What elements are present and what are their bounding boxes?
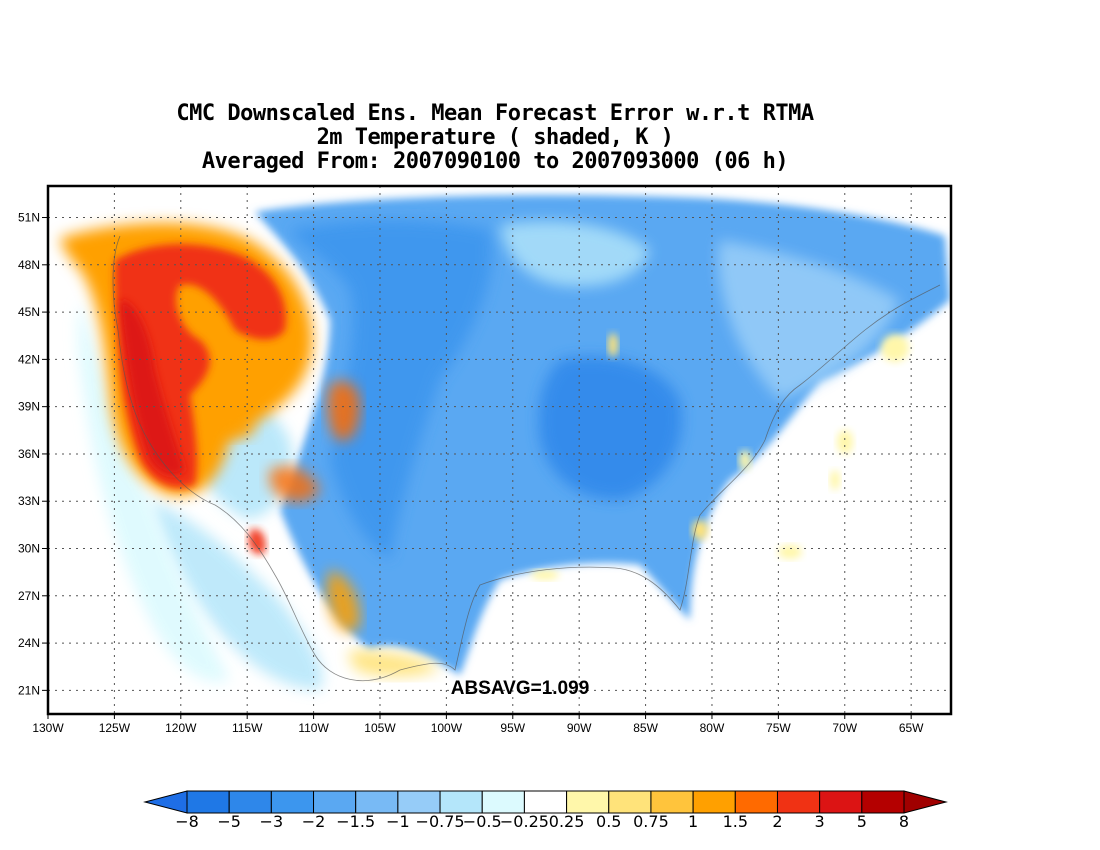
- field-lightblue-southwest: [150, 500, 323, 690]
- colorbar-box: [439, 790, 483, 814]
- colorbar-level-label: −3: [260, 812, 284, 831]
- colorbar-level-label: 1.5: [723, 812, 748, 831]
- colorbar-level-label: −0.25: [500, 812, 549, 831]
- lon-tick-label: 105W: [364, 721, 396, 735]
- lon-tick-label: 125W: [99, 721, 131, 735]
- field-orange-rockies: [327, 381, 360, 441]
- title-line-2: 2m Temperature ( shaded, K ): [316, 125, 674, 150]
- colorbar-box: [186, 790, 230, 814]
- colorbar-box: [355, 790, 399, 814]
- field-yellow-atlantic-1: [837, 430, 853, 454]
- colorbar-level-label: 0.75: [633, 812, 669, 831]
- plot-frame: [46, 184, 953, 716]
- lat-tick-label: 45N: [18, 305, 40, 319]
- colorbar-box: [861, 790, 905, 814]
- lon-tick-label: 90W: [567, 721, 592, 735]
- colorbar-level-label: 0.5: [596, 812, 621, 831]
- map-title: CMC Downscaled Ens. Mean Forecast Error …: [0, 102, 990, 174]
- field-lightblue-east: [718, 240, 900, 400]
- colorbar-box: [397, 790, 441, 814]
- lon-tick-label: 120W: [165, 721, 197, 735]
- lat-tick-label: 36N: [18, 447, 40, 461]
- field-yellow-lake-michigan: [608, 333, 618, 357]
- colorbar-level-label: −0.5: [463, 812, 502, 831]
- lat-tick-label: 39N: [18, 400, 40, 414]
- title-line-1: CMC Downscaled Ens. Mean Forecast Error …: [176, 101, 814, 126]
- field-lightblue-north: [500, 221, 650, 287]
- field-darkred-california: [120, 300, 185, 476]
- field-orange-mexico: [326, 570, 361, 633]
- lat-tick-label: 27N: [18, 589, 40, 603]
- lon-tick-label: 130W: [32, 721, 64, 735]
- lon-tick-label: 115W: [232, 721, 263, 735]
- colorbar-level-label: −1: [386, 812, 410, 831]
- lon-tick-label: 80W: [700, 721, 725, 735]
- lat-tick-label: 51N: [18, 211, 40, 225]
- lon-tick-label: 110W: [298, 721, 329, 735]
- lat-tick-label: 33N: [18, 494, 40, 508]
- colorbar-level-label: 2: [772, 812, 782, 831]
- title-line-3: Averaged From: 2007090100 to 2007093000 …: [201, 149, 789, 174]
- colorbar-level-label: 3: [815, 812, 825, 831]
- lon-tick-label: 85W: [633, 721, 658, 735]
- colorbar-level-label: −2: [302, 812, 326, 831]
- colorbar-box: [270, 790, 315, 814]
- field-yellow-florida: [692, 520, 708, 540]
- colorbar-level-label: 8: [899, 812, 909, 831]
- colorbar-level-label: 5: [857, 812, 867, 831]
- shaded-temperature-error-field: [60, 195, 950, 690]
- lon-tick-label: 75W: [766, 721, 791, 735]
- colorbar-box: [650, 790, 694, 814]
- colorbar: −8 −5 −3 −2 −1.5 −1 −0.75−0.5−0.25 0.25 0.5 0.75 1…: [143, 790, 948, 831]
- colorbar-level-label: 1: [688, 812, 698, 831]
- colorbar-box: [228, 790, 272, 814]
- colorbar-extend-low: [143, 790, 188, 814]
- lat-tick-label: 30N: [18, 542, 40, 556]
- colorbar-level-label: 0.25: [549, 812, 585, 831]
- lon-tick-label: 70W: [832, 721, 857, 735]
- field-orange-central-west: [210, 406, 255, 439]
- colorbar-box: [566, 790, 610, 814]
- lon-tick-label: 100W: [431, 721, 463, 735]
- field-yellow-maine: [881, 334, 909, 362]
- colorbar-level-label: −5: [217, 812, 241, 831]
- colorbar-box: [608, 790, 652, 814]
- colorbar-level-label: −8: [175, 812, 199, 831]
- lat-tick-label: 42N: [18, 352, 40, 366]
- colorbar-box: [481, 790, 525, 814]
- lat-tick-label: 24N: [18, 636, 40, 650]
- colorbar-extend-high: [903, 790, 948, 814]
- field-lightblue-pacific: [77, 300, 230, 682]
- field-yellow-atlantic-2: [830, 470, 840, 490]
- colorbar-level-label: −0.75: [416, 812, 465, 831]
- lon-tick-label: 95W: [500, 721, 525, 735]
- lat-tick-label: 21N: [18, 683, 40, 697]
- colorbar-box: [313, 790, 357, 814]
- field-yellow-gulf: [531, 570, 559, 580]
- absavg-annotation: ABSAVG=1.099: [451, 678, 590, 699]
- field-yellow-mexico-south: [349, 650, 440, 677]
- field-orange-arizona: [269, 466, 320, 502]
- latitude-ticks: 51N 48N 45N 42N 39N 36N 33N 30N 27N 24N 21N: [18, 211, 48, 697]
- colorbar-box: [734, 790, 778, 814]
- colorbar-box: [776, 790, 821, 814]
- colorbar-box: [819, 790, 863, 814]
- lon-tick-label: 65W: [899, 721, 924, 735]
- coastline: [112, 235, 941, 682]
- plot-area: [48, 186, 951, 714]
- colorbar-box: [692, 790, 736, 814]
- field-blue-deep: [290, 219, 492, 560]
- field-blue-central: [538, 356, 682, 500]
- longitude-ticks: 130W 125W 120W 115W 110W 105W 100W 95W 90W 85W 80W…: [32, 714, 924, 735]
- colorbar-box: [523, 790, 568, 814]
- colorbar-level-label: −1.5: [336, 812, 375, 831]
- field-yellow-atlantic-3: [778, 545, 802, 559]
- lat-tick-label: 48N: [18, 258, 40, 272]
- field-yellow-carolina: [739, 450, 751, 470]
